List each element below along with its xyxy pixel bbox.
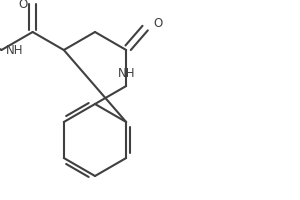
Text: O: O bbox=[18, 0, 28, 10]
Text: NH: NH bbox=[117, 67, 135, 80]
Text: O: O bbox=[153, 17, 162, 30]
Text: NH: NH bbox=[5, 44, 23, 56]
